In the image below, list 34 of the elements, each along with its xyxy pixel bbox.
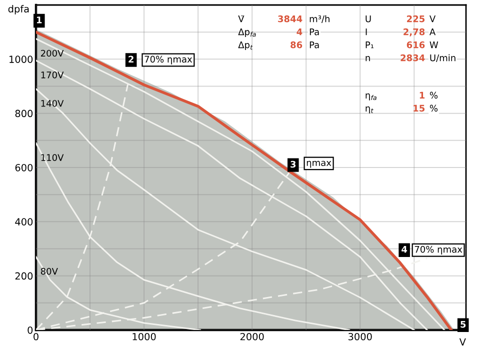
- x-tick-label: 2000: [240, 332, 264, 340]
- annotation: 3: [290, 160, 296, 168]
- series-label: 140V: [41, 100, 64, 107]
- series-label: 200V: [40, 50, 64, 57]
- x-tick-label: 1000: [132, 332, 156, 340]
- y-tick-label: 800: [15, 110, 33, 118]
- x-tick-label: 3000: [348, 332, 372, 340]
- text: I 2,78 A: [366, 28, 436, 36]
- y-tick-label: 600: [15, 164, 33, 172]
- text: V̇ 3844 m³/h: [238, 15, 330, 23]
- series-label: 170V: [41, 72, 64, 78]
- y-tick-label: 0: [28, 326, 33, 334]
- series-label: 80V: [40, 268, 58, 275]
- text: P₁ 616 W: [366, 41, 438, 48]
- text: η$_{t}$ 15 %: [366, 104, 438, 114]
- text: η$_{fa}$ 1 %: [366, 92, 438, 100]
- x-tick-label: 0: [34, 332, 38, 340]
- text: U 225 V: [366, 15, 436, 22]
- y-tick-label: 400: [15, 218, 33, 226]
- annotation: 4: [402, 246, 408, 253]
- annotation: 70% ηmax: [144, 56, 192, 64]
- annotation: 5: [460, 321, 466, 328]
- series-label: 110V: [41, 154, 64, 161]
- annotation: 2: [128, 56, 134, 62]
- annotation: ηmax: [306, 160, 332, 168]
- text: n 2834 U/min: [366, 54, 456, 62]
- annotation: 70% ηmax: [414, 246, 462, 254]
- y-axis-title: dpfa: [8, 5, 29, 14]
- annotation: 1: [37, 16, 42, 24]
- x-axis-title: V: [459, 338, 466, 346]
- y-tick-label: 200: [15, 272, 33, 280]
- y-tick-label: 1000: [10, 56, 33, 63]
- text: Δp$_{t}$ 86 Pa: [238, 41, 319, 50]
- text: Δp$_{fa}$ 4 Pa: [238, 28, 319, 37]
